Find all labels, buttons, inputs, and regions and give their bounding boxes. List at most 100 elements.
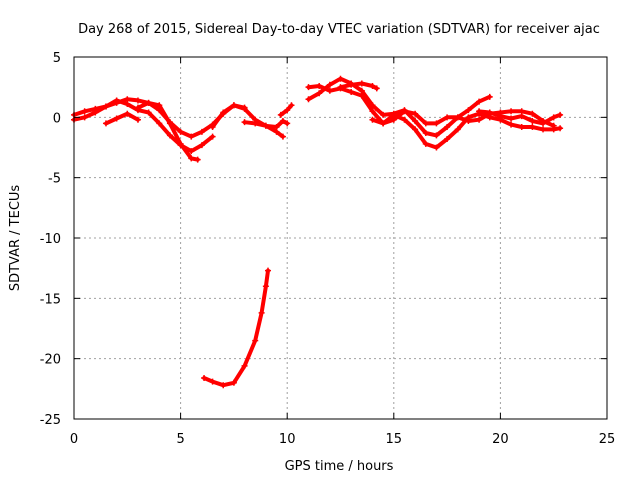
data-point [305,84,312,91]
data-point [433,120,440,127]
data-point [454,126,461,133]
data-point [277,111,284,118]
data-point [145,99,152,106]
data-point [348,88,355,95]
data-point [518,113,525,120]
data-point [550,114,557,121]
data-point [316,82,323,89]
data-point [540,126,547,133]
data-point [258,309,265,316]
data-point [358,80,365,87]
data-point [262,122,269,129]
series-arc-2 [71,97,216,155]
data-point [550,122,557,129]
data-point [124,101,131,108]
data-point [444,136,451,143]
data-point [529,117,536,124]
data-point [380,111,387,118]
series-arc-3 [134,99,201,163]
data-series [71,75,564,389]
data-point [177,140,184,147]
data-point [201,374,208,381]
data-point [444,123,451,130]
data-point [486,109,493,116]
data-point [465,117,472,124]
data-point [422,140,429,147]
y-tick-label: -10 [40,232,61,247]
data-point [113,115,120,122]
data-point [401,116,408,123]
data-point [102,103,109,110]
data-point [220,382,227,389]
data-point [433,144,440,151]
data-point [102,120,109,127]
data-point [113,97,120,104]
data-point [369,108,376,115]
data-point [412,117,419,124]
series-arc-10 [305,82,564,151]
data-point [279,117,286,124]
data-point [454,114,461,121]
data-point [209,378,216,385]
data-point [326,87,333,94]
data-point [92,109,99,116]
data-point [194,156,201,163]
data-point [166,132,173,139]
data-point [557,111,564,118]
data-point [188,148,195,155]
x-tick-label: 15 [386,432,403,447]
data-point [369,82,376,89]
data-point [465,107,472,114]
data-point [241,105,248,112]
data-point [337,75,344,82]
series-arc-8 [201,267,272,389]
data-point [326,81,333,88]
y-axis-label: SDTVAR / TECUs [8,185,23,292]
series-trace [72,98,215,154]
x-tick-label: 10 [279,432,296,447]
x-tick-label: 0 [70,432,78,447]
data-point [134,104,141,111]
series-arc-7 [277,102,295,118]
series-trace [202,268,270,388]
data-point [529,110,536,117]
series-arc-9 [305,75,493,139]
data-point [305,96,312,103]
y-tick-label: -25 [40,413,61,428]
data-point [401,108,408,115]
y-tick-label: 5 [53,51,61,66]
data-point [284,107,291,114]
data-point [497,113,504,120]
data-point [337,84,344,91]
data-point [412,110,419,117]
x-tick-label: 20 [492,432,509,447]
data-point [156,102,163,109]
data-point [81,114,88,121]
data-point [230,379,237,386]
x-axis-label: GPS time / hours [285,459,394,474]
data-point [252,337,259,344]
data-point [209,133,216,140]
data-point [518,123,525,130]
y-tick-label: -15 [40,292,61,307]
data-point [145,109,152,116]
data-point [188,155,195,162]
data-point [369,116,376,123]
data-point [508,108,515,115]
x-tick-label: 5 [176,432,184,447]
data-point [508,121,515,128]
data-point [358,92,365,99]
data-point [279,133,286,140]
data-point [134,116,141,123]
y-tick-label: -5 [48,172,61,187]
y-tick-label: -20 [40,353,61,368]
data-point [198,142,205,149]
data-point [557,125,564,132]
data-point [262,283,269,290]
data-point [508,115,515,122]
axis-ticks: 0 5 10 15 20 25 5 0 -5 -10 -15 -20 -25 [40,51,616,447]
data-point [273,123,280,130]
data-point [166,120,173,127]
data-point [444,114,451,121]
